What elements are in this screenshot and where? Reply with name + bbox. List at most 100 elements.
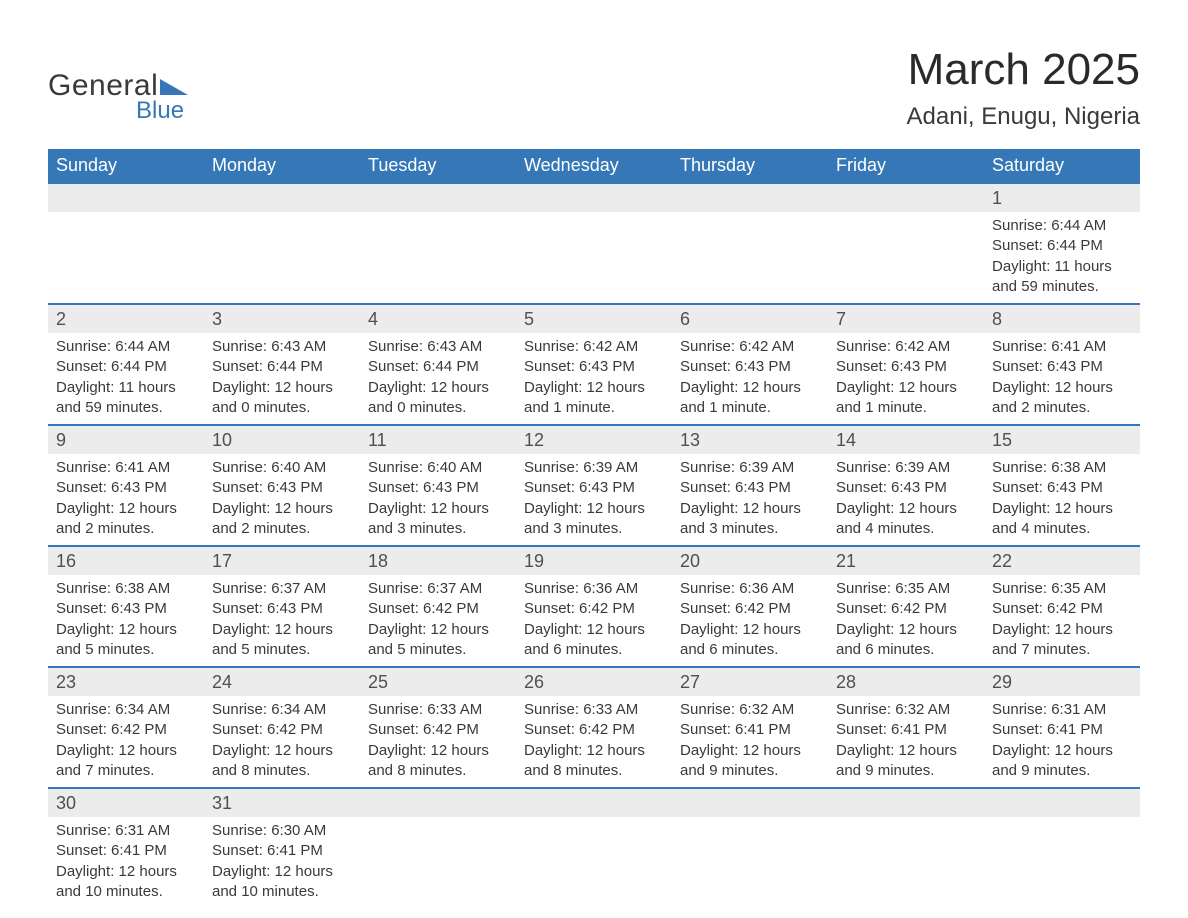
day-details: Sunrise: 6:33 AMSunset: 6:42 PMDaylight:… [360,696,516,787]
daylight-text: Daylight: 12 hours and 10 minutes. [56,862,196,903]
day-details: Sunrise: 6:30 AMSunset: 6:41 PMDaylight:… [204,817,360,908]
day-number: 3 [204,305,360,333]
day-details: Sunrise: 6:36 AMSunset: 6:42 PMDaylight:… [516,575,672,666]
calendar-cell: 16Sunrise: 6:38 AMSunset: 6:43 PMDayligh… [48,546,204,667]
calendar-cell: 18Sunrise: 6:37 AMSunset: 6:42 PMDayligh… [360,546,516,667]
sunset-text: Sunset: 6:43 PM [56,478,196,498]
day-number: 31 [204,789,360,817]
day-number: 20 [672,547,828,575]
sunset-text: Sunset: 6:43 PM [836,357,976,377]
day-number: 29 [984,668,1140,696]
sunrise-text: Sunrise: 6:44 AM [56,337,196,357]
sunset-text: Sunset: 6:41 PM [992,720,1132,740]
sunset-text: Sunset: 6:43 PM [680,357,820,377]
sunset-text: Sunset: 6:42 PM [992,599,1132,619]
day-number: 11 [360,426,516,454]
day-details: Sunrise: 6:35 AMSunset: 6:42 PMDaylight:… [984,575,1140,666]
sunset-text: Sunset: 6:42 PM [524,720,664,740]
day-details: Sunrise: 6:37 AMSunset: 6:42 PMDaylight:… [360,575,516,666]
calendar-cell: 8Sunrise: 6:41 AMSunset: 6:43 PMDaylight… [984,304,1140,425]
calendar-cell: 17Sunrise: 6:37 AMSunset: 6:43 PMDayligh… [204,546,360,667]
sunrise-text: Sunrise: 6:34 AM [212,700,352,720]
sunset-text: Sunset: 6:43 PM [836,478,976,498]
day-details: Sunrise: 6:33 AMSunset: 6:42 PMDaylight:… [516,696,672,787]
sunset-text: Sunset: 6:44 PM [368,357,508,377]
day-number [672,184,828,212]
day-header: Sunday [48,149,204,183]
day-details: Sunrise: 6:34 AMSunset: 6:42 PMDaylight:… [48,696,204,787]
day-details: Sunrise: 6:34 AMSunset: 6:42 PMDaylight:… [204,696,360,787]
calendar-cell: 19Sunrise: 6:36 AMSunset: 6:42 PMDayligh… [516,546,672,667]
day-header: Tuesday [360,149,516,183]
daylight-text: Daylight: 12 hours and 2 minutes. [56,499,196,540]
daylight-text: Daylight: 12 hours and 5 minutes. [212,620,352,661]
sunrise-text: Sunrise: 6:39 AM [524,458,664,478]
daylight-text: Daylight: 12 hours and 8 minutes. [212,741,352,782]
calendar-cell: 2Sunrise: 6:44 AMSunset: 6:44 PMDaylight… [48,304,204,425]
calendar-cell [204,183,360,304]
sunrise-text: Sunrise: 6:39 AM [836,458,976,478]
sunset-text: Sunset: 6:44 PM [992,236,1132,256]
calendar-week-row: 9Sunrise: 6:41 AMSunset: 6:43 PMDaylight… [48,425,1140,546]
sunset-text: Sunset: 6:43 PM [680,478,820,498]
day-details [672,212,828,292]
daylight-text: Daylight: 12 hours and 3 minutes. [524,499,664,540]
day-details [48,212,204,292]
sunrise-text: Sunrise: 6:41 AM [992,337,1132,357]
sunrise-text: Sunrise: 6:44 AM [992,216,1132,236]
calendar-cell: 13Sunrise: 6:39 AMSunset: 6:43 PMDayligh… [672,425,828,546]
day-details: Sunrise: 6:42 AMSunset: 6:43 PMDaylight:… [828,333,984,424]
calendar-cell [516,788,672,908]
sunrise-text: Sunrise: 6:33 AM [368,700,508,720]
day-details [984,817,1140,897]
day-number: 30 [48,789,204,817]
calendar-cell [360,788,516,908]
sunset-text: Sunset: 6:44 PM [56,357,196,377]
sunrise-text: Sunrise: 6:42 AM [524,337,664,357]
day-number [360,789,516,817]
calendar-table: Sunday Monday Tuesday Wednesday Thursday… [48,149,1140,908]
day-details [516,817,672,897]
sunrise-text: Sunrise: 6:38 AM [992,458,1132,478]
day-header: Thursday [672,149,828,183]
sunset-text: Sunset: 6:44 PM [212,357,352,377]
calendar-cell: 12Sunrise: 6:39 AMSunset: 6:43 PMDayligh… [516,425,672,546]
sunrise-text: Sunrise: 6:37 AM [212,579,352,599]
calendar-cell: 5Sunrise: 6:42 AMSunset: 6:43 PMDaylight… [516,304,672,425]
day-details: Sunrise: 6:41 AMSunset: 6:43 PMDaylight:… [984,333,1140,424]
day-details [672,817,828,897]
day-details: Sunrise: 6:37 AMSunset: 6:43 PMDaylight:… [204,575,360,666]
calendar-cell: 3Sunrise: 6:43 AMSunset: 6:44 PMDaylight… [204,304,360,425]
day-details: Sunrise: 6:43 AMSunset: 6:44 PMDaylight:… [360,333,516,424]
day-details: Sunrise: 6:31 AMSunset: 6:41 PMDaylight:… [984,696,1140,787]
daylight-text: Daylight: 12 hours and 8 minutes. [524,741,664,782]
title-month: March 2025 [907,45,1140,95]
sunset-text: Sunset: 6:43 PM [524,478,664,498]
daylight-text: Daylight: 12 hours and 9 minutes. [680,741,820,782]
day-details [828,212,984,292]
calendar-cell: 27Sunrise: 6:32 AMSunset: 6:41 PMDayligh… [672,667,828,788]
day-number [984,789,1140,817]
day-details: Sunrise: 6:41 AMSunset: 6:43 PMDaylight:… [48,454,204,545]
logo-text-blue: Blue [136,97,184,125]
sunrise-text: Sunrise: 6:40 AM [368,458,508,478]
day-number: 10 [204,426,360,454]
day-number: 5 [516,305,672,333]
calendar-week-row: 2Sunrise: 6:44 AMSunset: 6:44 PMDaylight… [48,304,1140,425]
daylight-text: Daylight: 12 hours and 5 minutes. [56,620,196,661]
day-header: Wednesday [516,149,672,183]
day-number: 4 [360,305,516,333]
sunrise-text: Sunrise: 6:42 AM [836,337,976,357]
day-number [828,789,984,817]
daylight-text: Daylight: 12 hours and 2 minutes. [212,499,352,540]
daylight-text: Daylight: 12 hours and 3 minutes. [368,499,508,540]
daylight-text: Daylight: 11 hours and 59 minutes. [56,378,196,419]
daylight-text: Daylight: 12 hours and 2 minutes. [992,378,1132,419]
day-details: Sunrise: 6:32 AMSunset: 6:41 PMDaylight:… [672,696,828,787]
daylight-text: Daylight: 12 hours and 6 minutes. [680,620,820,661]
day-number: 17 [204,547,360,575]
calendar-cell: 11Sunrise: 6:40 AMSunset: 6:43 PMDayligh… [360,425,516,546]
sunset-text: Sunset: 6:42 PM [368,720,508,740]
calendar-cell: 4Sunrise: 6:43 AMSunset: 6:44 PMDaylight… [360,304,516,425]
sunset-text: Sunset: 6:43 PM [56,599,196,619]
